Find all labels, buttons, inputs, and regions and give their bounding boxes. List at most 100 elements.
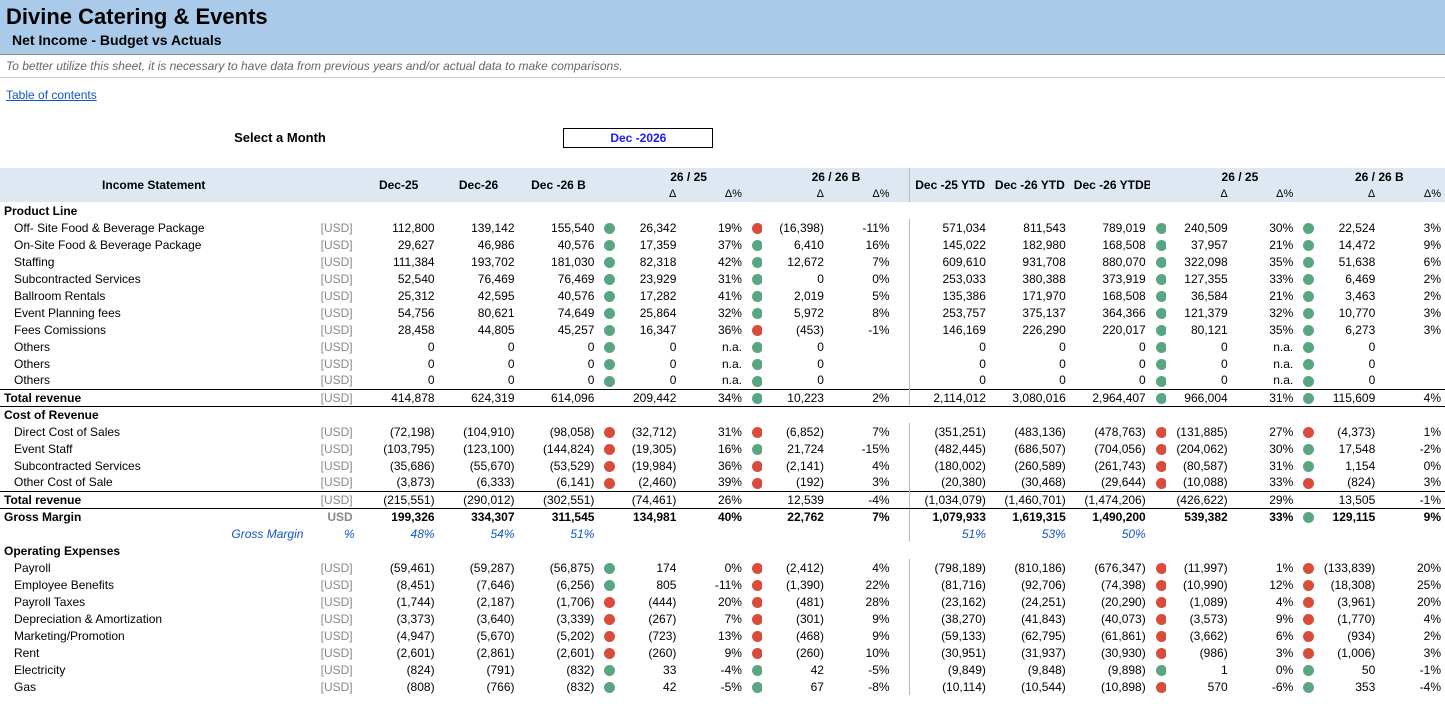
status-dot-icon	[604, 291, 614, 302]
row-unit: [USD]	[307, 304, 358, 321]
row-label: On-Site Food & Beverage Package	[0, 236, 307, 253]
company-title: Divine Catering & Events	[0, 0, 1445, 30]
status-dot-icon	[1156, 563, 1166, 574]
status-dot-icon	[752, 240, 762, 251]
row-label: Fees Comissions	[0, 321, 307, 338]
status-dot-icon	[1303, 342, 1313, 353]
row-label: Gross Margin	[0, 525, 307, 542]
row-label: Marketing/Promotion	[0, 627, 307, 644]
status-dot-icon	[604, 461, 614, 472]
status-dot-icon	[752, 308, 762, 319]
row-unit: [USD]	[307, 678, 358, 695]
table-row: Payroll[USD](59,461)(59,287)(56,875)1740…	[0, 559, 1445, 576]
status-dot-icon	[752, 342, 762, 353]
table-row: Event Staff[USD](103,795)(123,100)(144,8…	[0, 440, 1445, 457]
row-label: Others	[0, 338, 307, 355]
status-dot-icon	[752, 648, 762, 659]
section-header: Product Line	[0, 202, 1445, 219]
table-row: Staffing[USD]111,384193,702181,03082,318…	[0, 253, 1445, 270]
status-dot-icon	[1156, 359, 1166, 370]
row-label: Total revenue	[0, 389, 307, 406]
status-dot-icon	[1303, 580, 1313, 591]
status-dot-icon	[604, 427, 614, 438]
status-dot-icon	[604, 597, 614, 608]
status-dot-icon	[1303, 325, 1313, 336]
status-dot-icon	[752, 223, 762, 234]
table-row: Event Planning fees[USD]54,75680,62174,6…	[0, 304, 1445, 321]
row-unit: [USD]	[307, 219, 358, 236]
row-unit: [USD]	[307, 610, 358, 627]
table-row: Operating Expenses	[0, 542, 1445, 559]
status-dot-icon	[1303, 308, 1313, 319]
status-dot-icon	[1303, 393, 1313, 404]
row-label: Payroll Taxes	[0, 593, 307, 610]
select-month-label: Select a Month	[0, 130, 560, 145]
row-unit: %	[307, 525, 358, 542]
table-row: Ballroom Rentals[USD]25,31242,59540,5761…	[0, 287, 1445, 304]
table-row: Depreciation & Amortization[USD](3,373)(…	[0, 610, 1445, 627]
table-row: Gross MarginUSD199,326334,307311,545134,…	[0, 508, 1445, 525]
status-dot-icon	[1156, 257, 1166, 268]
status-dot-icon	[1303, 478, 1313, 489]
month-dropdown[interactable]: Dec -2026	[563, 128, 713, 148]
status-dot-icon	[1303, 631, 1313, 642]
status-dot-icon	[752, 563, 762, 574]
status-dot-icon	[1303, 597, 1313, 608]
status-dot-icon	[1303, 444, 1313, 455]
row-unit: [USD]	[307, 440, 358, 457]
row-label: Ballroom Rentals	[0, 287, 307, 304]
status-dot-icon	[1303, 512, 1313, 523]
row-label: Subcontracted Services	[0, 270, 307, 287]
table-row: Payroll Taxes[USD](1,744)(2,187)(1,706)(…	[0, 593, 1445, 610]
status-dot-icon	[1156, 597, 1166, 608]
status-dot-icon	[752, 478, 762, 489]
status-dot-icon	[1156, 682, 1166, 693]
table-row: Electricity[USD](824)(791)(832)33-4%42-5…	[0, 661, 1445, 678]
table-row: Gross Margin%48%54%51%51%53%50%	[0, 525, 1445, 542]
table-row: On-Site Food & Beverage Package[USD]29,6…	[0, 236, 1445, 253]
status-dot-icon	[604, 444, 614, 455]
row-label: Event Planning fees	[0, 304, 307, 321]
row-label: Event Staff	[0, 440, 307, 457]
row-label: Others	[0, 372, 307, 389]
row-unit: USD	[307, 508, 358, 525]
table-of-contents-link[interactable]: Table of contents	[0, 78, 103, 122]
row-unit: [USD]	[307, 627, 358, 644]
status-dot-icon	[604, 325, 614, 336]
status-dot-icon	[604, 359, 614, 370]
row-label: Subcontracted Services	[0, 457, 307, 474]
status-dot-icon	[752, 274, 762, 285]
status-dot-icon	[1303, 274, 1313, 285]
table-row: Others[USD]0000n.a.00000n.a.0	[0, 355, 1445, 372]
status-dot-icon	[1303, 223, 1313, 234]
section-header: Cost of Revenue	[0, 406, 1445, 423]
row-unit: [USD]	[307, 559, 358, 576]
table-row: Subcontracted Services[USD](35,686)(55,6…	[0, 457, 1445, 474]
status-dot-icon	[1156, 274, 1166, 285]
status-dot-icon	[752, 291, 762, 302]
row-unit: [USD]	[307, 287, 358, 304]
row-label: Others	[0, 355, 307, 372]
status-dot-icon	[604, 614, 614, 625]
status-dot-icon	[752, 257, 762, 268]
row-unit: [USD]	[307, 644, 358, 661]
table-row: Marketing/Promotion[USD](4,947)(5,670)(5…	[0, 627, 1445, 644]
status-dot-icon	[752, 665, 762, 676]
status-dot-icon	[1156, 631, 1166, 642]
status-dot-icon	[1156, 444, 1166, 455]
row-unit: [USD]	[307, 474, 358, 491]
status-dot-icon	[1303, 376, 1313, 387]
row-unit: [USD]	[307, 355, 358, 372]
row-label: Gas	[0, 678, 307, 695]
status-dot-icon	[1156, 648, 1166, 659]
row-label: Gross Margin	[0, 508, 307, 525]
status-dot-icon	[752, 427, 762, 438]
status-dot-icon	[752, 614, 762, 625]
status-dot-icon	[1156, 308, 1166, 319]
table-row: Other Cost of Sale[USD](3,873)(6,333)(6,…	[0, 474, 1445, 491]
table-row: Others[USD]0000n.a.00000n.a.0	[0, 338, 1445, 355]
row-unit: [USD]	[307, 253, 358, 270]
status-dot-icon	[752, 597, 762, 608]
status-dot-icon	[1303, 427, 1313, 438]
status-dot-icon	[1303, 614, 1313, 625]
